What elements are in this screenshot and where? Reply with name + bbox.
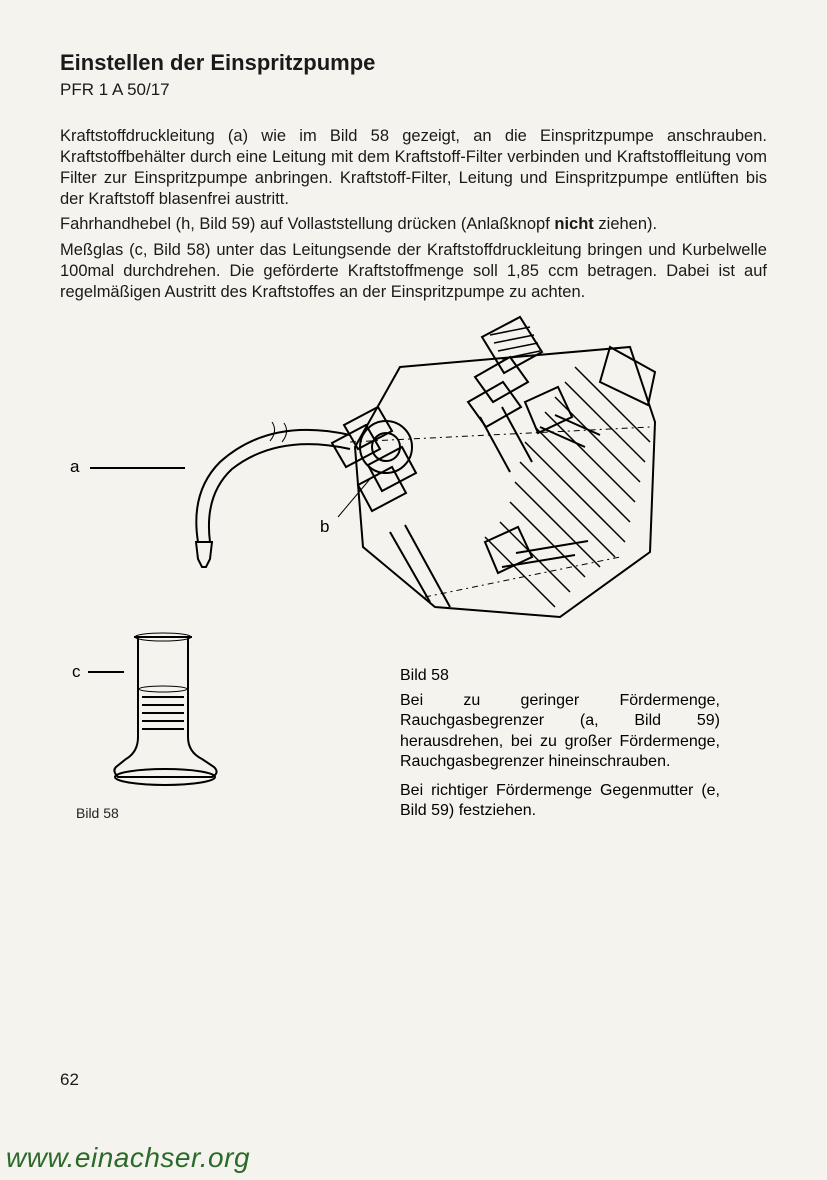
page-title: Einstellen der Einspritzpumpe (60, 50, 767, 76)
paragraph-2: Fahrhandhebel (h, Bild 59) auf Vollastst… (60, 214, 767, 235)
p2-bold: nicht (554, 215, 593, 233)
right-caption-p1: Bei zu geringer Fördermenge, Rauchgasbeg… (400, 691, 720, 773)
figure-58-caption-right: Bild 58 Bei zu geringer Fördermenge, Rau… (400, 667, 720, 830)
label-c: c (72, 662, 81, 682)
p2-part-c: ziehen). (594, 215, 657, 233)
document-page: Einstellen der Einspritzpumpe PFR 1 A 50… (0, 0, 827, 1180)
p2-part-a: Fahrhandhebel (h, Bild 59) auf Vollastst… (60, 215, 554, 233)
label-a-leader (90, 467, 185, 469)
paragraph-1: Kraftstoffdruckleitung (a) wie im Bild 5… (60, 126, 767, 210)
figure-58-caption-left: Bild 58 (76, 805, 119, 821)
page-number: 62 (60, 1070, 79, 1090)
pump-drawing (180, 307, 660, 637)
label-a: a (70, 457, 79, 477)
model-number: PFR 1 A 50/17 (60, 80, 767, 100)
figure-58-area: a b c (60, 327, 767, 867)
paragraph-3: Meßglas (c, Bild 58) unter das Leitungse… (60, 240, 767, 303)
measuring-cylinder-drawing (108, 627, 228, 797)
watermark: www.einachser.org (6, 1142, 250, 1174)
right-caption-p2: Bei richtiger Fördermenge Gegenmutter (e… (400, 781, 720, 822)
right-caption-title: Bild 58 (400, 667, 720, 685)
